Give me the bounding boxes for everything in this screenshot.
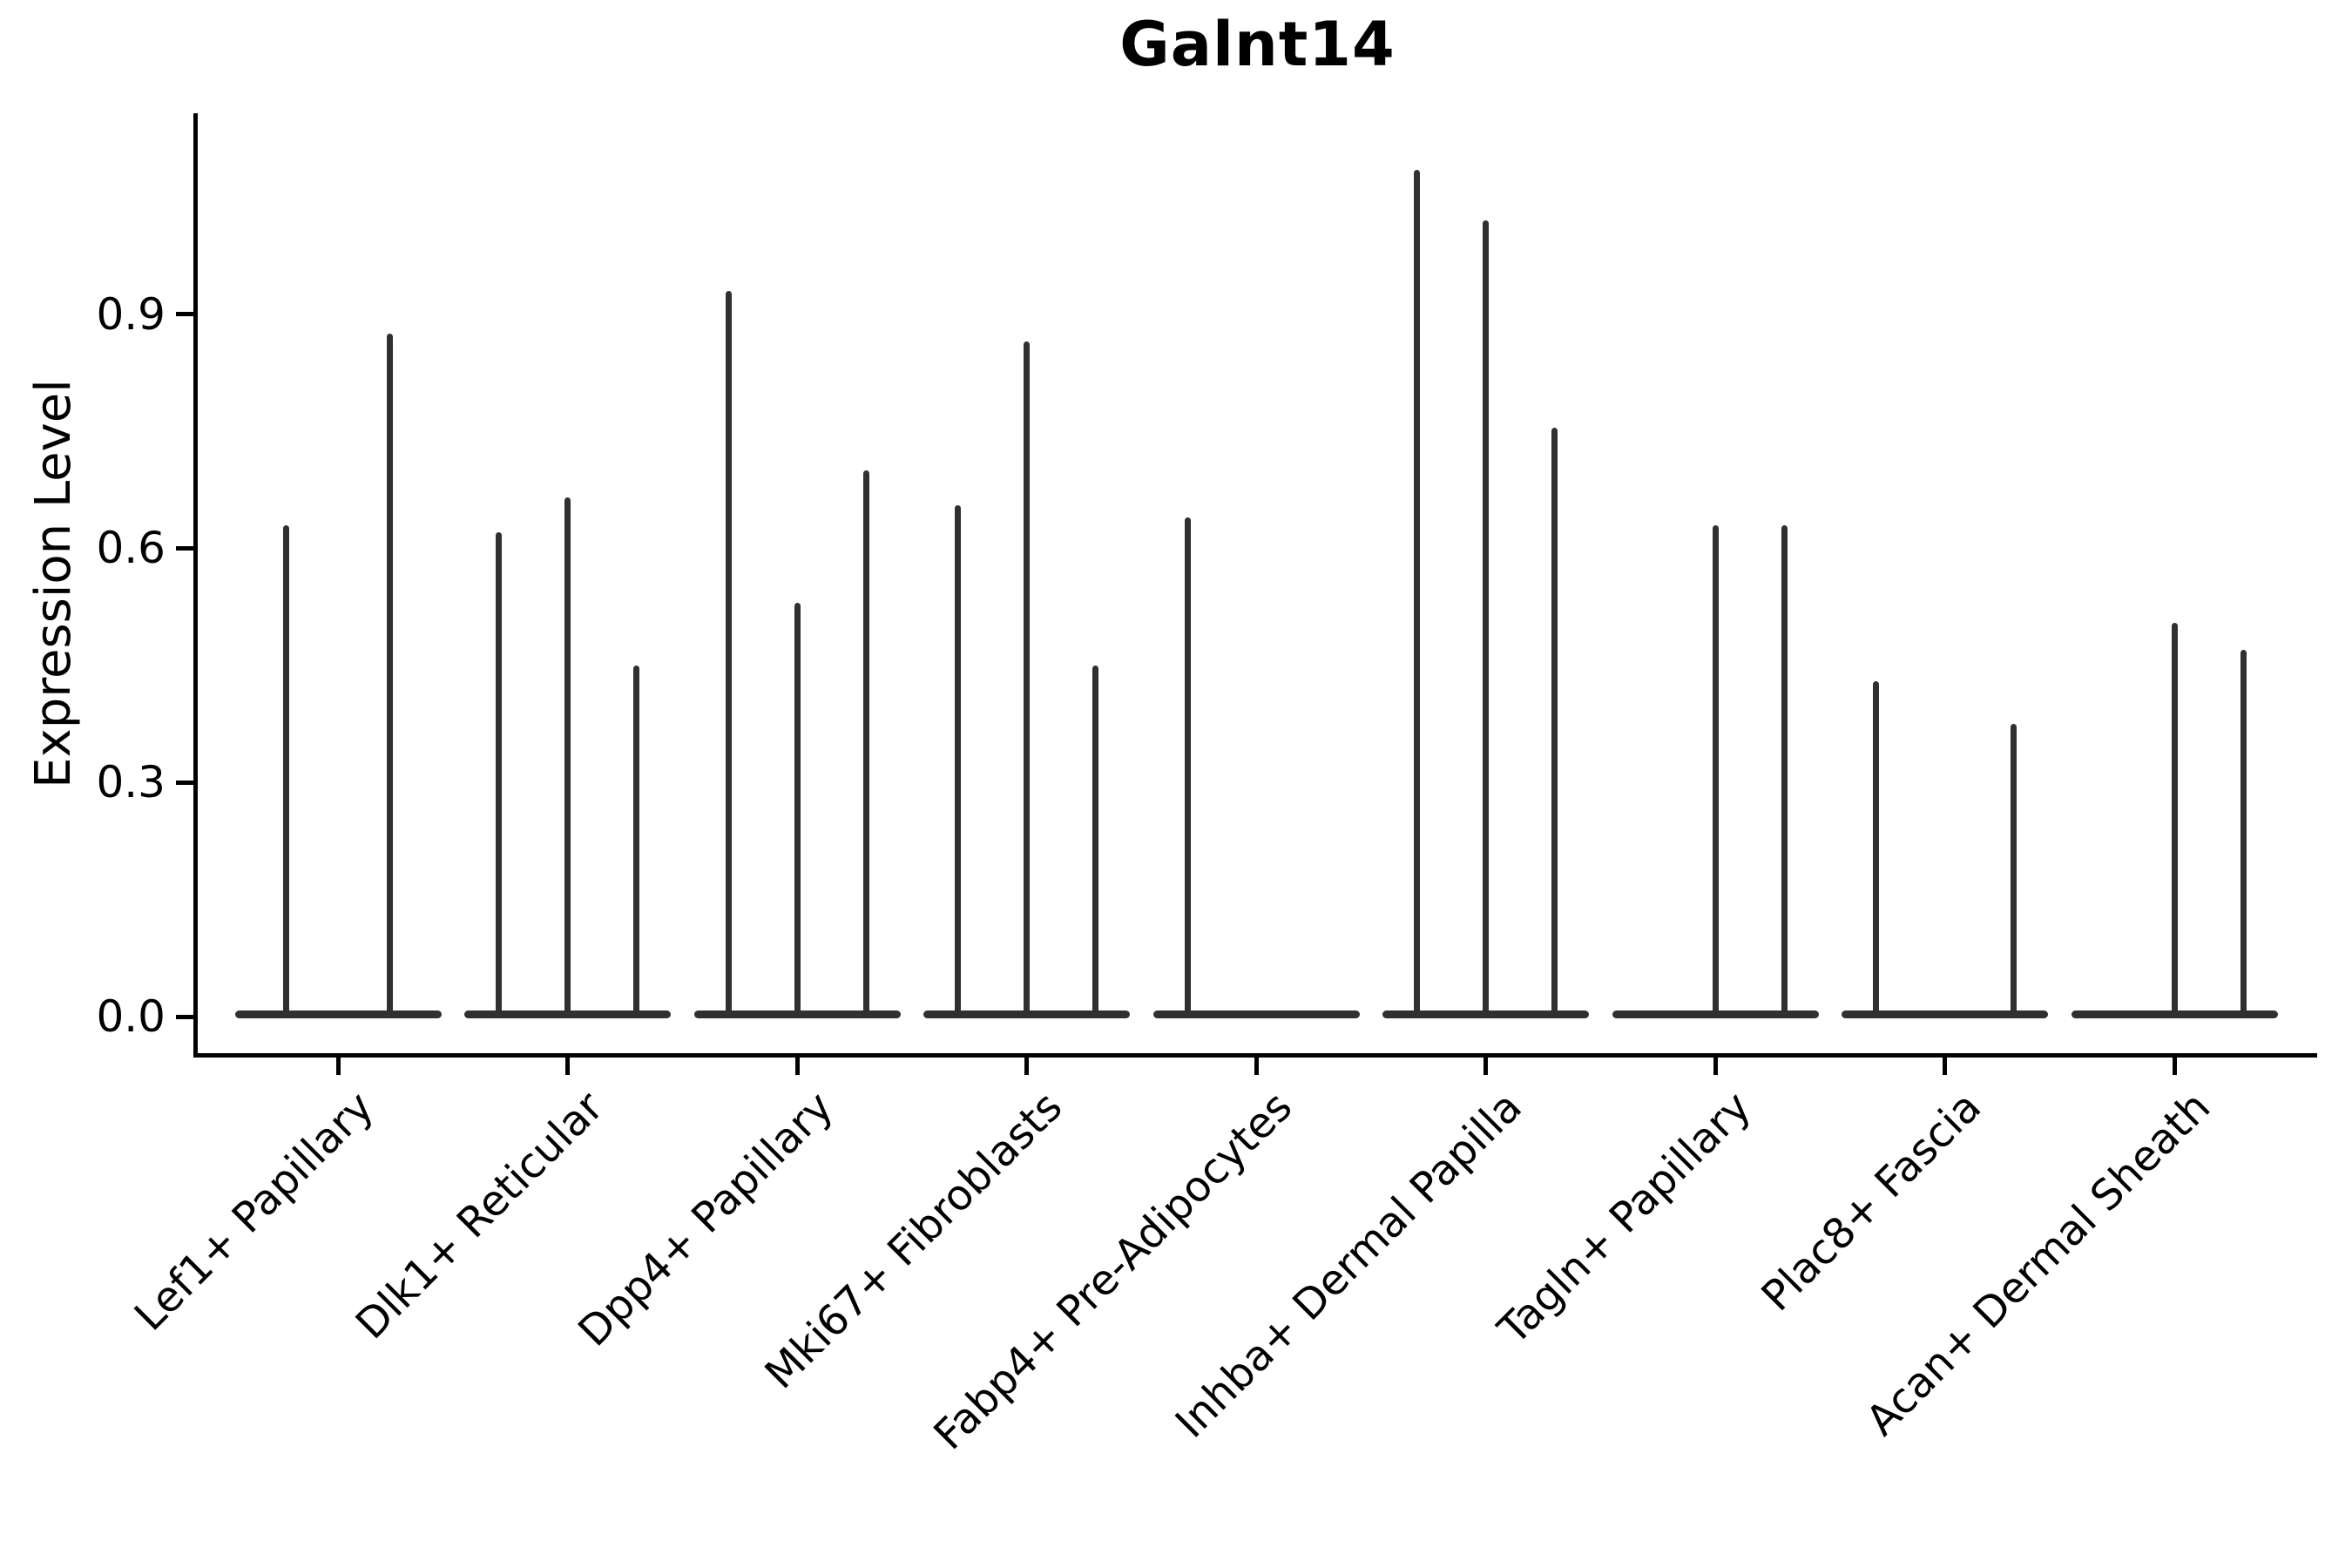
violin-spike: [955, 505, 961, 1015]
x-tick-label: Plac8+ Fascia: [1752, 1082, 1990, 1321]
violin-base: [1152, 1010, 1360, 1018]
violin-base: [234, 1010, 442, 1018]
x-tick: [1024, 1058, 1029, 1075]
x-tick: [565, 1058, 570, 1075]
violin-spike: [1092, 665, 1098, 1015]
violin-base: [1842, 1010, 2048, 1018]
x-tick: [1713, 1058, 1718, 1075]
x-tick: [1484, 1058, 1488, 1075]
violin-spike: [1024, 341, 1030, 1015]
x-tick-label: Dlk1+ Reticular: [347, 1082, 613, 1349]
violin-spike: [1414, 169, 1420, 1015]
y-tick: [176, 1014, 193, 1019]
violin-spike: [283, 524, 290, 1015]
violin-spike: [1483, 220, 1489, 1015]
y-tick-label: 0.0: [96, 991, 166, 1042]
y-tick: [176, 780, 193, 785]
y-axis-spine: [193, 113, 198, 1058]
violin-spike: [496, 532, 502, 1015]
violin-spike: [725, 290, 732, 1015]
violin-spike: [1781, 524, 1788, 1015]
y-tick: [176, 545, 193, 551]
x-tick: [2172, 1058, 2177, 1075]
violin-spike: [386, 334, 393, 1015]
x-tick: [1943, 1058, 1947, 1075]
y-tick: [176, 312, 193, 317]
violin-spike: [1712, 524, 1719, 1015]
violin-spike: [794, 603, 801, 1015]
x-tick: [1254, 1058, 1259, 1075]
y-tick-label: 0.9: [96, 288, 166, 340]
x-tick-label: Lef1+ Papillary: [125, 1082, 384, 1341]
x-axis-spine: [193, 1053, 2317, 1058]
x-tick: [335, 1058, 341, 1075]
violin-spike: [1551, 427, 1558, 1015]
violin-spike: [862, 470, 869, 1015]
violin-spike: [564, 497, 571, 1015]
chart-title: Galnt14: [1119, 9, 1396, 80]
violin-spike: [633, 665, 639, 1015]
violin-spike: [2011, 724, 2017, 1015]
y-tick-label: 0.3: [96, 757, 166, 808]
violin-spike: [1873, 680, 1879, 1015]
y-tick-label: 0.6: [96, 523, 166, 574]
x-tick: [794, 1058, 800, 1075]
violin-spike: [1184, 517, 1191, 1015]
violin-spike: [2240, 649, 2247, 1015]
x-tick-label: Dpp4+ Papillary: [569, 1082, 843, 1356]
violin-spike: [2171, 622, 2178, 1015]
x-tick-label: Tagln+ Papillary: [1489, 1082, 1761, 1355]
